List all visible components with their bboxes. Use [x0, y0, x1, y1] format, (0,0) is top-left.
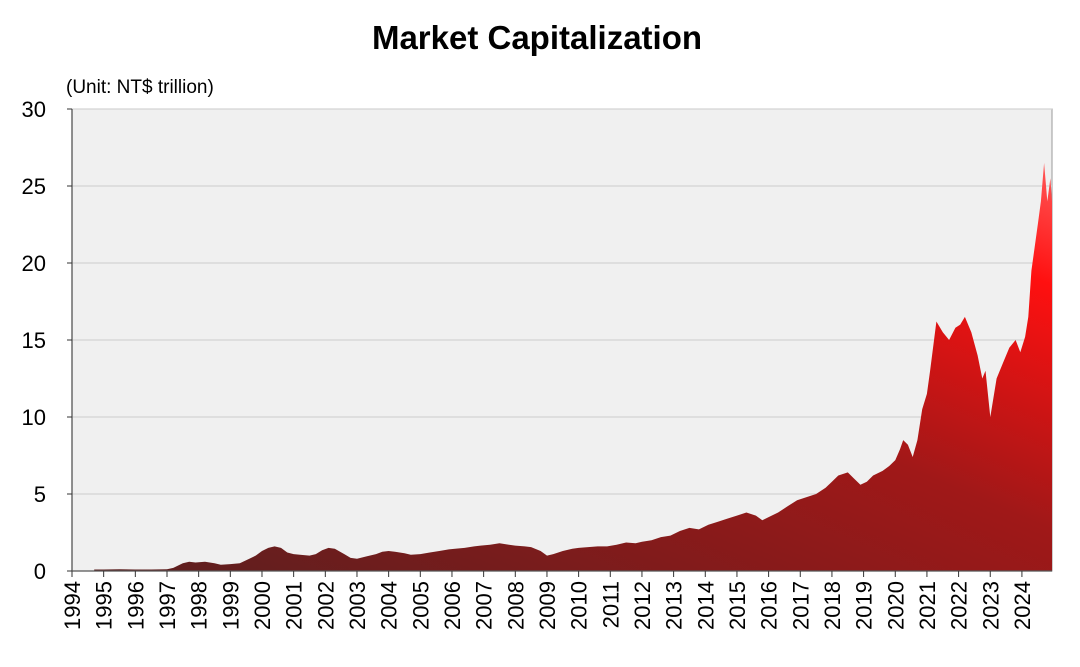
y-tick-label: 5	[34, 482, 46, 507]
y-tick-label: 10	[22, 405, 46, 430]
x-tick-label: 2012	[630, 581, 655, 630]
market-cap-area	[94, 162, 1052, 571]
x-tick-label: 2004	[377, 581, 402, 630]
x-tick-label: 2007	[472, 581, 497, 630]
x-tick-label: 2015	[725, 581, 750, 630]
x-tick-label: 1995	[92, 581, 117, 630]
x-tick-label: 2001	[282, 581, 307, 630]
x-tick-label: 2010	[567, 581, 592, 630]
x-tick-label: 1999	[218, 581, 243, 630]
unit-label: (Unit: NT$ trillion)	[66, 77, 214, 98]
y-tick-label: 0	[34, 559, 46, 584]
x-tick-label: 1997	[155, 581, 180, 630]
chart-title: Market Capitalization	[372, 19, 702, 56]
x-tick-label: 2022	[947, 581, 972, 630]
x-tick-label: 2016	[757, 581, 782, 630]
x-tick-label: 2017	[788, 581, 813, 630]
x-tick-label: 2013	[662, 581, 687, 630]
x-tick-label: 2006	[440, 581, 465, 630]
x-tick-label: 2008	[503, 581, 528, 630]
y-tick-label: 20	[22, 251, 46, 276]
y-tick-label: 30	[22, 97, 46, 122]
x-tick-label: 1998	[187, 581, 212, 630]
x-tick-label: 2020	[883, 581, 908, 630]
x-tick-label: 2021	[915, 581, 940, 630]
x-tick-label: 2005	[408, 581, 433, 630]
x-tick-label: 2002	[313, 581, 338, 630]
x-tick-label: 2014	[693, 581, 718, 630]
x-tick-label: 2019	[852, 581, 877, 630]
x-tick-label: 2000	[250, 581, 275, 630]
x-tick-label: 2009	[535, 581, 560, 630]
x-tick-label: 2003	[345, 581, 370, 630]
y-tick-label: 15	[22, 328, 46, 353]
x-tick-label: 1996	[123, 581, 148, 630]
x-tick-label: 2023	[978, 581, 1003, 630]
x-tick-label: 2018	[820, 581, 845, 630]
y-tick-label: 25	[22, 174, 46, 199]
x-tick-label: 2011	[598, 581, 623, 628]
y-axis-ticks: 0 5 10 15 20 25 30	[22, 97, 72, 584]
x-axis-ticks: 1994 1995 1996 1997 1998 1999 2000 2001 2002 2003…	[60, 571, 1035, 630]
x-tick-label: 1994	[60, 581, 85, 630]
x-tick-label: 2024	[1010, 581, 1035, 630]
